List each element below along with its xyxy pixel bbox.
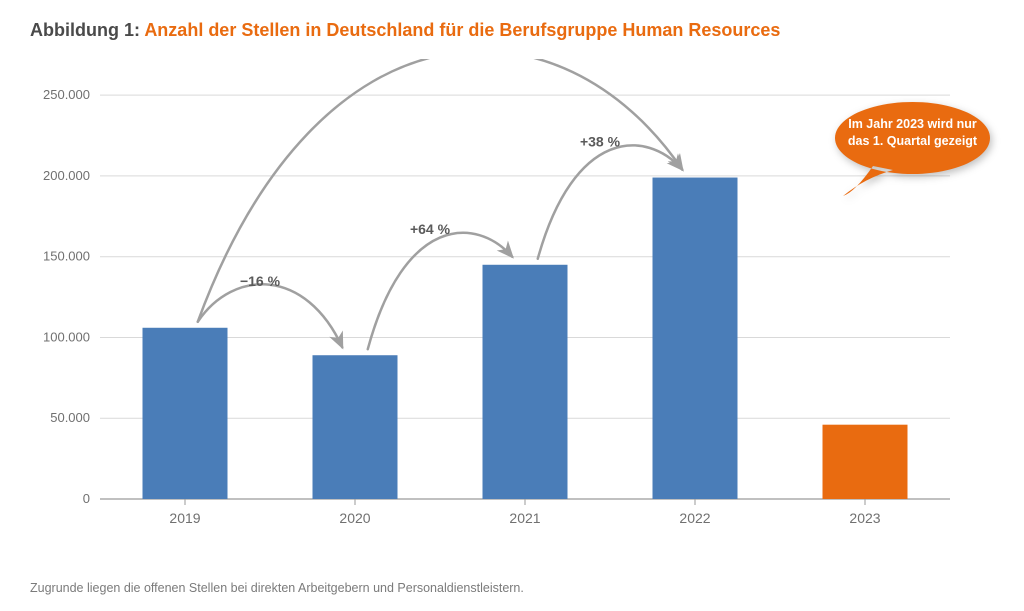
title-prefix: Abbildung 1: [30, 20, 144, 40]
x-tick-label: 2020 [339, 510, 370, 526]
chart-title: Abbildung 1: Anzahl der Stellen in Deuts… [30, 20, 994, 41]
growth-label: +38 % [580, 134, 621, 150]
y-tick-label: 250.000 [43, 87, 90, 102]
x-tick-label: 2023 [849, 510, 880, 526]
bar [483, 265, 568, 499]
callout-line2: das 1. Quartal gezeigt [848, 134, 977, 148]
figure-root: Abbildung 1: Anzahl der Stellen in Deuts… [0, 0, 1024, 611]
y-tick-label: 100.000 [43, 329, 90, 344]
bar [653, 178, 738, 499]
callout-text: Im Jahr 2023 wird nur das 1. Quartal gez… [835, 116, 990, 150]
callout-bubble: Im Jahr 2023 wird nur das 1. Quartal gez… [835, 102, 990, 192]
growth-label: +64 % [410, 221, 451, 237]
chart-footnote: Zugrunde liegen die offenen Stellen bei … [30, 581, 524, 595]
callout-line1: Im Jahr 2023 wird nur [848, 117, 977, 131]
x-tick-label: 2019 [169, 510, 200, 526]
y-tick-label: 200.000 [43, 168, 90, 183]
y-tick-label: 50.000 [50, 410, 90, 425]
bar [823, 425, 908, 499]
title-main: Anzahl der Stellen in Deutschland für di… [144, 20, 780, 40]
bar [143, 328, 228, 499]
y-tick-label: 0 [83, 491, 90, 506]
bar [313, 355, 398, 499]
x-tick-label: 2021 [509, 510, 540, 526]
y-tick-label: 150.000 [43, 249, 90, 264]
growth-label: −16 % [240, 273, 281, 289]
x-tick-label: 2022 [679, 510, 710, 526]
